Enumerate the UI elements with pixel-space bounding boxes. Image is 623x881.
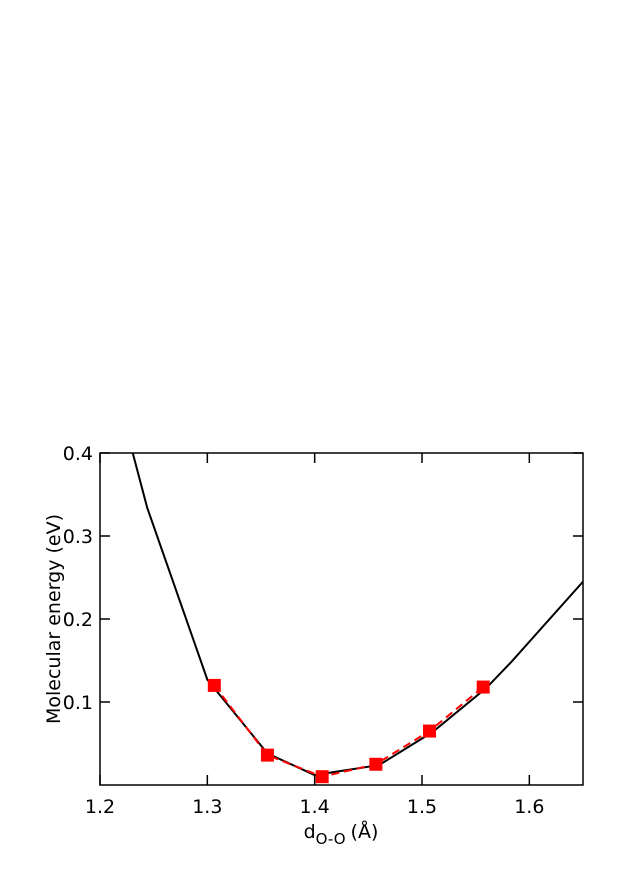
plot-frame	[99, 452, 584, 786]
y-tick-label: 0.3	[63, 526, 93, 548]
marker	[476, 680, 490, 694]
marker	[315, 770, 329, 784]
x-tick-label: 1.4	[300, 796, 330, 818]
y-tick-label: 0.2	[63, 609, 93, 631]
x-tick-label: 1.5	[407, 796, 437, 818]
series-line	[213, 684, 484, 778]
x-axis-label: dO-O (Å)	[304, 820, 379, 848]
y-axis-label: Molecular energy (eV)	[43, 514, 65, 724]
x-label-unit: (Å)	[351, 820, 379, 843]
y-tick-label: 0.1	[63, 692, 93, 714]
series-line	[131, 453, 583, 777]
marker	[369, 757, 383, 771]
x-tick-label: 1.2	[85, 796, 115, 818]
marker	[260, 748, 274, 762]
x-tick-label: 1.3	[192, 796, 222, 818]
x-tick-label: 1.6	[514, 796, 544, 818]
x-label-sub: O-O	[316, 830, 346, 848]
marker	[423, 724, 437, 738]
y-tick-label: 0.4	[63, 443, 93, 465]
marker	[207, 678, 221, 692]
x-label-main: d	[304, 821, 316, 843]
